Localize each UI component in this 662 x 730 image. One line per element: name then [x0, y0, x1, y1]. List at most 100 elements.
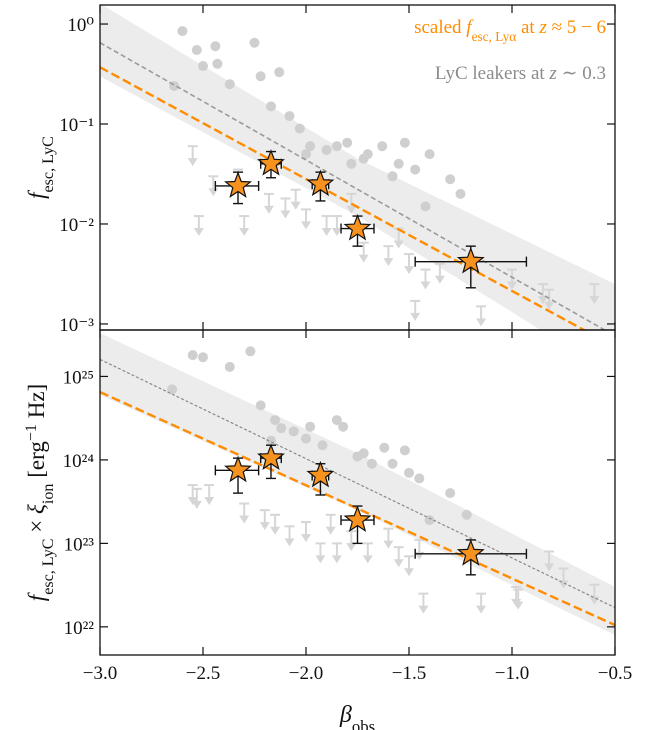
- label-part: esc, LyC: [40, 538, 57, 594]
- leaker-point: [198, 61, 208, 72]
- limit-head: [331, 228, 342, 237]
- x-tick-label: −1.5: [392, 663, 426, 684]
- upper-limit: [558, 567, 569, 589]
- limit-head: [513, 601, 524, 610]
- limit-head: [239, 515, 250, 524]
- label-part: β: [339, 702, 352, 728]
- limit-head: [393, 559, 404, 568]
- label-part: f: [466, 17, 474, 38]
- upper-limit: [420, 268, 431, 290]
- star-point: [224, 171, 252, 198]
- leaker-point: [455, 188, 466, 199]
- limit-head: [589, 296, 600, 305]
- limit-head: [204, 497, 215, 506]
- label-part: f: [24, 591, 49, 601]
- leaker-point: [346, 158, 357, 169]
- limit-head: [393, 240, 404, 249]
- label-part: ∼ 0.3: [557, 63, 606, 84]
- leaker-point: [342, 137, 353, 148]
- leaker-point: [210, 41, 221, 52]
- leaker-point: [274, 67, 285, 78]
- axes-frame: [99, 329, 616, 656]
- leaker-point: [414, 473, 425, 484]
- limit-head: [358, 254, 369, 263]
- limit-head: [208, 188, 219, 197]
- upper-limit: [383, 245, 394, 267]
- upper-limit: [191, 487, 202, 509]
- label-part: z: [538, 17, 547, 38]
- upper-limit: [301, 521, 311, 543]
- leaker-point: [338, 421, 349, 432]
- leaker-point: [177, 26, 188, 37]
- limit-head: [321, 228, 332, 237]
- limit-head: [290, 201, 301, 210]
- label-part: z: [548, 63, 557, 84]
- y-tick-label: 10⁻²: [59, 215, 94, 236]
- star-point: [257, 149, 285, 176]
- leaker-point: [387, 458, 398, 469]
- upper-limit: [383, 527, 394, 549]
- leaker-point: [301, 149, 311, 160]
- upper-limit: [263, 192, 274, 214]
- limit-head: [476, 605, 487, 614]
- limit-head: [301, 221, 311, 230]
- label-part: f: [24, 189, 49, 199]
- upper-limit: [284, 525, 295, 547]
- upper-limit: [239, 215, 250, 237]
- leaker-point: [212, 58, 223, 69]
- upper-limit: [410, 299, 421, 321]
- limit-head: [362, 555, 373, 564]
- leaker-point: [191, 44, 202, 55]
- y-tick-label: 10²⁵: [63, 367, 94, 388]
- fit-line: [100, 390, 615, 627]
- leaker-point: [321, 144, 332, 155]
- y-tick-label: 10²³: [64, 534, 95, 555]
- limit-head: [284, 538, 295, 547]
- leaker-point: [270, 415, 281, 426]
- star-point: [343, 505, 372, 533]
- y-tick-label: 10⁰: [67, 15, 94, 36]
- limit-head: [404, 568, 414, 577]
- upper-limit: [301, 208, 311, 230]
- leaker-point: [245, 346, 256, 357]
- label-part: LyC leakers at: [435, 63, 550, 84]
- y-tick-label: 10⁻³: [59, 315, 94, 336]
- upper-limit: [259, 509, 270, 531]
- leaker-point: [265, 101, 276, 112]
- leaker-point: [331, 141, 342, 152]
- plot-area: [100, 5, 615, 330]
- y-tick-label: 10²²: [64, 618, 95, 639]
- leaker-point: [331, 415, 342, 426]
- limit-head: [404, 266, 414, 275]
- leaker-point: [377, 141, 388, 152]
- label-part: ≈ 5 − 6: [547, 17, 606, 38]
- limit-head: [410, 312, 421, 321]
- upper-limit: [418, 592, 429, 614]
- leaker-point: [288, 426, 299, 437]
- label-part: −1: [23, 424, 40, 441]
- leaker-point: [294, 123, 305, 134]
- leaker-point: [445, 174, 456, 185]
- limit-head: [301, 534, 311, 543]
- upper-limit: [204, 484, 215, 506]
- leaker-point: [305, 421, 316, 432]
- x-tick-label: −1.0: [495, 663, 529, 684]
- fit-line: [100, 66, 587, 330]
- limit-head: [270, 526, 281, 535]
- upper-limit: [404, 555, 414, 577]
- upper-limit: [393, 546, 404, 568]
- leaker-point: [362, 149, 373, 160]
- upper-limit: [331, 215, 342, 237]
- leaker-point: [305, 141, 316, 152]
- upper-limit: [476, 305, 487, 327]
- upper-limit: [434, 262, 445, 284]
- limit-head: [263, 205, 274, 214]
- label-part: scaled: [414, 17, 466, 38]
- upper-limit: [513, 588, 524, 610]
- label-part: obs: [352, 717, 375, 730]
- leaker-point: [255, 71, 266, 82]
- leaker-point: [424, 515, 435, 526]
- legend-entry: LyC leakers at z ∼ 0.3: [435, 63, 606, 84]
- limit-head: [544, 563, 555, 572]
